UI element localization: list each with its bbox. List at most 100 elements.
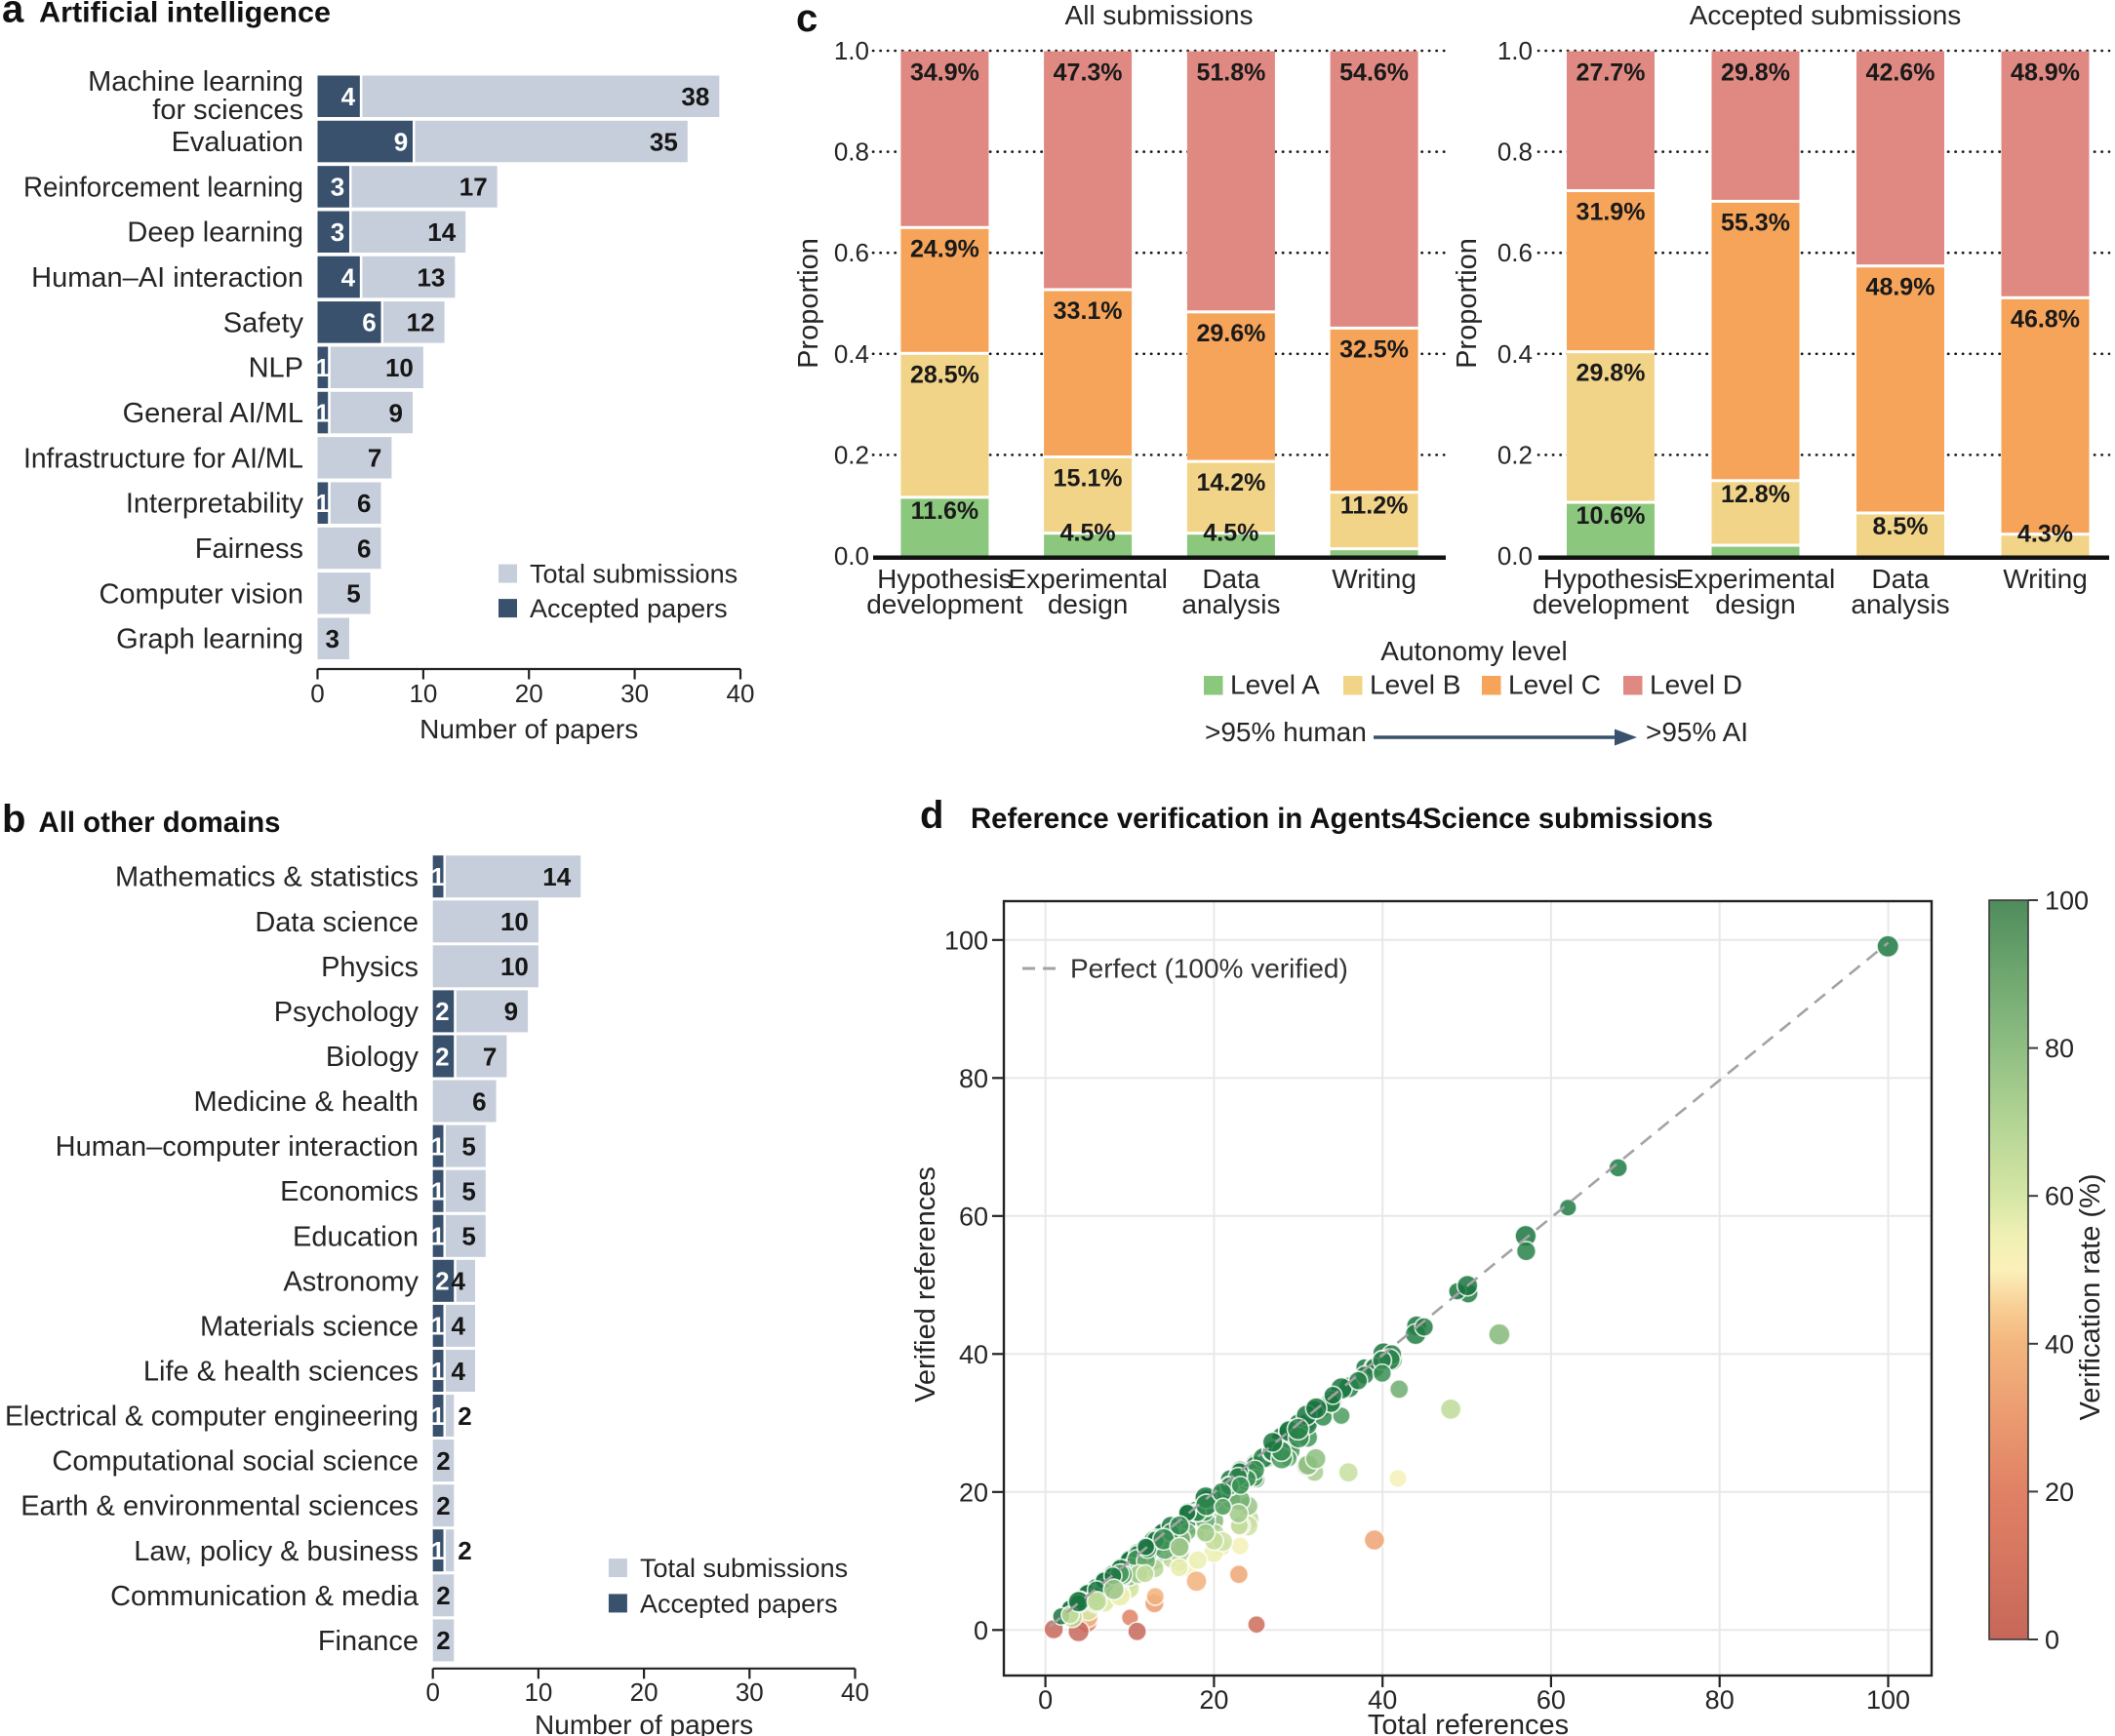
svg-text:All submissions: All submissions [1065,0,1254,30]
svg-text:14: 14 [542,862,571,891]
svg-text:1: 1 [430,1131,444,1161]
svg-text:Medicine & health: Medicine & health [193,1086,419,1118]
svg-text:Computational social science: Computational social science [52,1446,419,1478]
svg-text:Law, policy & business: Law, policy & business [134,1536,419,1567]
svg-text:6: 6 [357,489,371,518]
svg-text:2: 2 [436,1491,450,1520]
svg-text:2: 2 [436,1626,450,1655]
svg-text:2: 2 [458,1401,471,1431]
svg-text:Level A: Level A [1230,670,1320,700]
svg-text:1: 1 [430,862,444,891]
svg-text:0: 0 [974,1616,988,1645]
svg-text:14: 14 [427,217,456,247]
svg-text:Data: Data [1202,564,1260,594]
svg-text:42.6%: 42.6% [1866,59,1935,87]
svg-text:40: 40 [1368,1685,1397,1715]
svg-text:Artificial intelligence: Artificial intelligence [39,0,331,29]
svg-text:Experimental: Experimental [1676,564,1835,594]
svg-text:47.3%: 47.3% [1054,59,1123,87]
svg-text:80: 80 [1705,1685,1735,1715]
svg-text:Data science: Data science [255,907,419,938]
svg-text:1: 1 [315,489,329,518]
svg-text:9: 9 [394,127,408,156]
svg-text:Infrastructure for AI/ML: Infrastructure for AI/ML [23,443,303,474]
svg-text:0.4: 0.4 [1497,339,1533,369]
svg-text:2: 2 [436,1581,450,1610]
svg-text:5: 5 [461,1131,475,1161]
svg-text:20: 20 [630,1677,658,1707]
svg-text:10: 10 [500,952,529,981]
svg-text:60: 60 [959,1202,988,1231]
svg-text:>95% human: >95% human [1205,717,1367,747]
svg-text:2: 2 [458,1536,471,1565]
svg-text:10: 10 [524,1677,552,1707]
svg-text:10: 10 [500,907,529,936]
svg-text:Mathematics & statistics: Mathematics & statistics [115,862,419,893]
svg-text:40: 40 [2045,1329,2074,1359]
svg-text:Psychology: Psychology [274,997,419,1028]
svg-text:40: 40 [959,1340,988,1369]
svg-text:12: 12 [407,308,435,337]
svg-text:c: c [796,0,818,40]
svg-text:b: b [2,798,25,841]
svg-text:Level D: Level D [1650,670,1742,700]
svg-text:4.5%: 4.5% [1203,520,1258,547]
svg-text:Total submissions: Total submissions [530,560,738,589]
svg-text:11.2%: 11.2% [1340,493,1409,520]
svg-text:Data: Data [1871,564,1930,594]
svg-text:8.5%: 8.5% [1873,513,1929,540]
svg-text:100: 100 [1866,1685,1910,1715]
svg-text:4.5%: 4.5% [1060,520,1116,547]
svg-text:20: 20 [1199,1685,1228,1715]
svg-text:9: 9 [389,398,403,427]
svg-text:Astronomy: Astronomy [283,1266,419,1297]
svg-text:Accepted papers: Accepted papers [640,1590,838,1619]
svg-text:3: 3 [331,217,344,247]
svg-text:Hypothesis: Hypothesis [877,564,1013,594]
svg-text:24.9%: 24.9% [910,235,979,262]
svg-text:38: 38 [681,82,709,111]
svg-text:Perfect (100% verified): Perfect (100% verified) [1070,954,1348,984]
svg-text:5: 5 [461,1177,475,1206]
svg-text:10: 10 [385,353,414,382]
svg-text:1: 1 [430,1312,444,1341]
svg-text:1: 1 [430,1177,444,1206]
svg-text:Accepted submissions: Accepted submissions [1690,0,1962,30]
svg-text:40: 40 [727,679,755,708]
svg-text:60: 60 [1536,1685,1566,1715]
svg-text:Verification rate (%): Verification rate (%) [2075,1173,2106,1420]
svg-text:0: 0 [310,679,324,708]
svg-text:1: 1 [430,1536,444,1565]
svg-text:Communication & media: Communication & media [110,1581,419,1612]
svg-text:Finance: Finance [318,1626,419,1657]
svg-text:Machine learning: Machine learning [88,66,303,98]
svg-text:Evaluation: Evaluation [172,127,303,158]
svg-text:development: development [1533,589,1690,619]
svg-text:Economics: Economics [280,1176,419,1207]
svg-text:5: 5 [461,1222,475,1251]
svg-text:29.8%: 29.8% [1576,360,1646,387]
svg-text:34.9%: 34.9% [910,59,979,87]
svg-text:Materials science: Materials science [200,1311,419,1342]
svg-text:0: 0 [2045,1626,2059,1655]
svg-text:development: development [866,589,1023,619]
svg-text:1: 1 [315,398,329,427]
svg-text:9: 9 [504,997,518,1026]
svg-text:Education: Education [293,1221,419,1252]
svg-text:Proportion: Proportion [793,238,824,369]
svg-text:Level B: Level B [1370,670,1460,700]
svg-text:0: 0 [425,1677,439,1707]
svg-text:Total submissions: Total submissions [640,1554,848,1583]
svg-text:Physics: Physics [321,952,419,983]
svg-text:2: 2 [436,1446,450,1476]
svg-text:Total references: Total references [1368,1710,1569,1736]
svg-text:31.9%: 31.9% [1576,199,1646,226]
svg-text:Human–AI interaction: Human–AI interaction [31,262,303,294]
svg-text:Hypothesis: Hypothesis [1543,564,1679,594]
svg-text:for sciences: for sciences [152,95,303,126]
svg-text:Verified references: Verified references [910,1166,941,1402]
svg-text:Safety: Safety [223,307,304,338]
svg-text:100: 100 [944,926,988,955]
svg-text:6: 6 [472,1086,486,1116]
svg-text:10: 10 [409,679,437,708]
